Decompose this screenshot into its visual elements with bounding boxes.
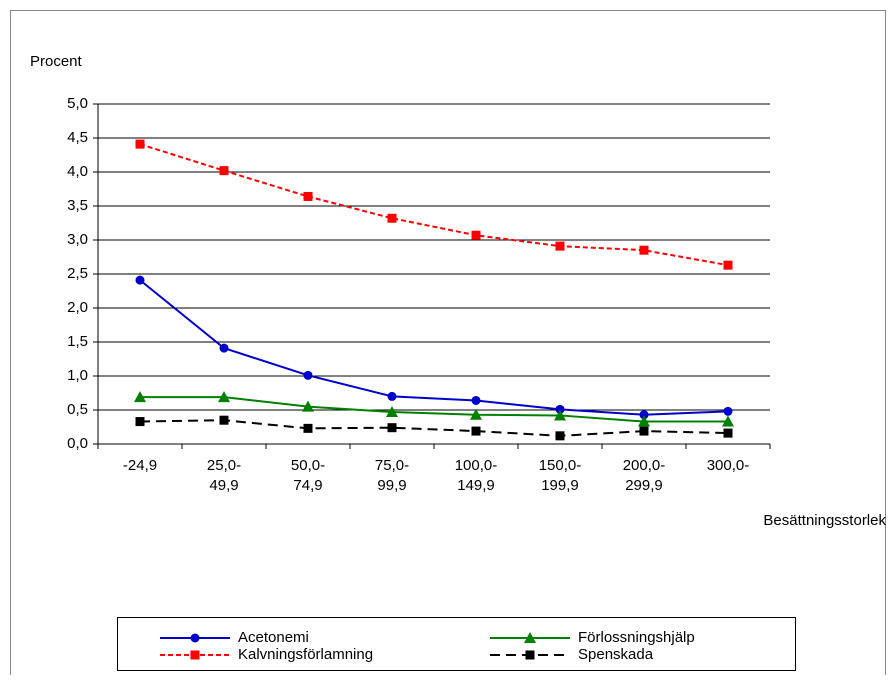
point xyxy=(471,230,481,240)
point xyxy=(470,408,482,420)
x-axis-title: Besättningsstorlek xyxy=(763,512,886,529)
point xyxy=(639,245,649,255)
point xyxy=(135,275,145,285)
y-tick-label: 2,0 xyxy=(67,299,88,316)
x-tick-label: 300,0- xyxy=(707,457,750,474)
point xyxy=(471,395,481,405)
x-tick-label: 25,0-49,9 xyxy=(207,457,241,494)
legend-label: Acetonemi xyxy=(238,629,309,646)
y-axis-title: Procent xyxy=(30,53,83,70)
point xyxy=(135,417,145,427)
point xyxy=(387,423,397,433)
point xyxy=(190,633,200,643)
point xyxy=(135,139,145,149)
y-tick-label: 1,5 xyxy=(67,333,88,350)
point xyxy=(471,426,481,436)
y-tick-label: 0,0 xyxy=(67,435,88,452)
x-tick-label: -24,9 xyxy=(123,457,157,474)
x-tick-label: 100,0-149,9 xyxy=(455,457,498,494)
point xyxy=(638,415,650,427)
point xyxy=(303,370,313,380)
y-tick-label: 3,5 xyxy=(67,197,88,214)
y-tick-label: 5,0 xyxy=(67,95,88,112)
point xyxy=(555,404,565,414)
y-tick-label: 1,0 xyxy=(67,367,88,384)
point xyxy=(303,423,313,433)
point xyxy=(219,415,229,425)
point xyxy=(303,191,313,201)
point xyxy=(219,166,229,176)
series-line xyxy=(139,143,729,267)
x-tick-label: 75,0-99,9 xyxy=(375,457,409,494)
point xyxy=(525,650,535,660)
point xyxy=(387,213,397,223)
y-tick-label: 4,0 xyxy=(67,163,88,180)
x-tick-label: 200,0-299,9 xyxy=(623,457,666,494)
y-tick-label: 3,0 xyxy=(67,231,88,248)
point xyxy=(722,415,734,427)
point xyxy=(555,431,565,441)
point xyxy=(218,391,230,403)
legend-box xyxy=(117,617,796,671)
x-tick-label: 50,0-74,9 xyxy=(291,457,325,494)
point xyxy=(554,409,566,421)
point xyxy=(190,650,200,660)
point xyxy=(723,260,733,270)
point xyxy=(723,406,733,416)
point xyxy=(387,391,397,401)
point xyxy=(302,400,314,412)
series-line xyxy=(139,279,729,416)
legend-label: Förlossningshjälp xyxy=(578,629,695,646)
point xyxy=(639,410,649,420)
x-tick-label: 150,0-199,9 xyxy=(539,457,582,494)
point xyxy=(134,391,146,403)
y-tick-label: 0,5 xyxy=(67,401,88,418)
y-tick-label: 4,5 xyxy=(67,129,88,146)
point xyxy=(386,406,398,418)
point xyxy=(555,241,565,251)
point xyxy=(524,632,536,643)
point xyxy=(639,426,649,436)
series-line xyxy=(140,396,728,423)
legend-label: Spenskada xyxy=(578,646,654,663)
point xyxy=(723,428,733,438)
y-tick-label: 2,5 xyxy=(67,265,88,282)
chart-border xyxy=(10,10,886,675)
legend-label: Kalvningsförlamning xyxy=(238,646,373,663)
series-line xyxy=(139,419,729,437)
point xyxy=(219,343,229,353)
